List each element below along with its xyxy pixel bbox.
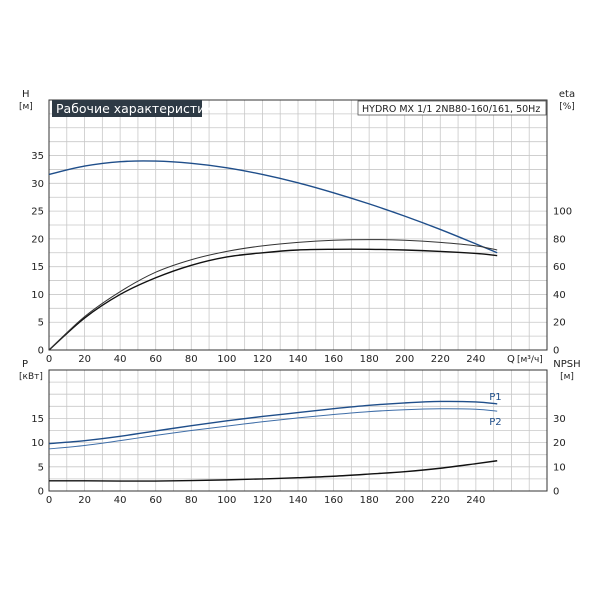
right-tick-label: 100 bbox=[553, 207, 572, 218]
series-line-1-1 bbox=[48, 408, 498, 450]
left-tick-label: 10 bbox=[31, 290, 44, 301]
right-tick-label: 80 bbox=[553, 234, 566, 245]
right-tick-label: 20 bbox=[553, 438, 566, 449]
left-axis-name: H bbox=[22, 89, 30, 100]
x-tick-label: 120 bbox=[253, 495, 272, 506]
x-tick-label: 220 bbox=[431, 495, 450, 506]
left-tick-label: 30 bbox=[31, 179, 44, 190]
x-tick-label: 160 bbox=[324, 354, 343, 365]
x-tick-label: 80 bbox=[185, 495, 198, 506]
x-tick-label: 180 bbox=[360, 354, 379, 365]
right-tick-label: 0 bbox=[553, 487, 559, 498]
left-tick-label: 0 bbox=[38, 487, 44, 498]
left-tick-label: 20 bbox=[31, 234, 44, 245]
title-box bbox=[52, 100, 202, 117]
right-axis-name: NPSH bbox=[553, 359, 580, 370]
left-tick-label: 0 bbox=[38, 346, 44, 357]
x-tick-label: 220 bbox=[431, 354, 450, 365]
left-tick-label: 35 bbox=[31, 151, 44, 162]
left-tick-label: 15 bbox=[31, 262, 44, 273]
x-tick-label: 120 bbox=[253, 354, 272, 365]
series-line-0-1 bbox=[48, 248, 498, 351]
x-tick-label: 40 bbox=[114, 354, 127, 365]
left-tick-label: 25 bbox=[31, 207, 44, 218]
x-tick-label: 0 bbox=[46, 354, 52, 365]
x-tick-label: 80 bbox=[185, 354, 198, 365]
x-tick-label: 240 bbox=[466, 495, 485, 506]
x-tick-label: 100 bbox=[217, 354, 236, 365]
left-axis-name: P bbox=[22, 359, 28, 370]
right-tick-label: 10 bbox=[553, 462, 566, 473]
right-tick-label: 0 bbox=[553, 346, 559, 357]
x-tick-label: 160 bbox=[324, 495, 343, 506]
left-tick-label: 5 bbox=[38, 462, 44, 473]
right-tick-label: 20 bbox=[553, 318, 566, 329]
series-line-0-0 bbox=[48, 160, 498, 254]
x-tick-label: 200 bbox=[395, 495, 414, 506]
right-axis-unit: [%] bbox=[559, 102, 575, 112]
series-label-p2: P2 bbox=[489, 417, 501, 428]
right-axis-unit: [м] bbox=[560, 372, 574, 382]
plot-frame bbox=[48, 369, 548, 492]
left-axis-unit: [м] bbox=[19, 102, 33, 112]
left-axis-unit: [кВт] bbox=[19, 372, 43, 382]
model-box bbox=[357, 100, 547, 116]
series-line-1-0 bbox=[48, 400, 498, 445]
x-tick-label: 20 bbox=[78, 354, 91, 365]
plot-frame bbox=[48, 99, 548, 351]
x-tick-label: 60 bbox=[149, 354, 162, 365]
right-tick-label: 60 bbox=[553, 262, 566, 273]
left-tick-label: 15 bbox=[31, 414, 44, 425]
x-tick-label: 0 bbox=[46, 495, 52, 506]
x-tick-label: 200 bbox=[395, 354, 414, 365]
x-tick-label: 140 bbox=[288, 354, 307, 365]
x-tick-label: 40 bbox=[114, 495, 127, 506]
x-tick-label: 180 bbox=[360, 495, 379, 506]
x-tick-label: 60 bbox=[149, 495, 162, 506]
right-tick-label: 40 bbox=[553, 290, 566, 301]
x-tick-label: 20 bbox=[78, 495, 91, 506]
model-label: HYDRO MX 1/1 2NB80-160/161, 50Hz bbox=[362, 104, 540, 115]
right-axis-name: eta bbox=[559, 89, 575, 100]
series-label-p1: P1 bbox=[489, 392, 501, 403]
x-axis-unit: [м³/ч] bbox=[517, 355, 543, 365]
x-axis-name: Q bbox=[507, 354, 515, 365]
chart-title: Рабочие характеристики bbox=[56, 101, 221, 116]
x-tick-label: 100 bbox=[217, 495, 236, 506]
series-line-0-2 bbox=[48, 239, 498, 351]
x-tick-label: 140 bbox=[288, 495, 307, 506]
right-tick-label: 30 bbox=[553, 414, 566, 425]
left-tick-label: 10 bbox=[31, 438, 44, 449]
series-line-1-2 bbox=[48, 460, 498, 482]
left-tick-label: 5 bbox=[38, 318, 44, 329]
x-tick-label: 240 bbox=[466, 354, 485, 365]
